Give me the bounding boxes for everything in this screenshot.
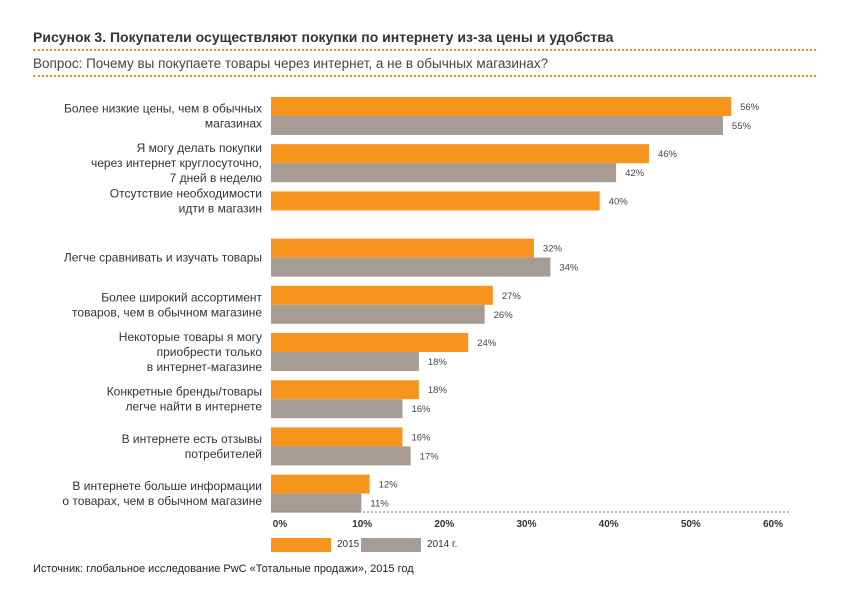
bar-2014 [271,399,403,419]
data-label: 27% [502,291,522,302]
data-label: 17% [420,451,440,462]
data-label: 56% [740,102,760,113]
data-label: 12% [379,480,399,491]
data-label: 26% [494,310,514,321]
data-label: 16% [411,404,431,415]
data-label: 18% [428,357,448,368]
title-divider [33,49,816,51]
bar-2014 [271,352,419,371]
data-label: 24% [477,338,497,349]
category-label: Некоторые товары я могу [119,330,262,344]
bar-2015 [271,285,493,305]
category-label: товаров, чем в обычном магазине [72,305,262,319]
category-label: потребителей [185,447,262,461]
bar-2015 [271,427,403,447]
bar-2014 [271,163,617,183]
source-note: Источник: глобальное исследование PwC «Т… [33,563,414,575]
category-label: о товарах, чем в обычном магазине [62,494,262,508]
data-label: 42% [625,168,645,179]
bar-2015 [271,97,732,116]
x-tick-label: 0% [273,519,288,530]
bar-2015 [271,380,419,400]
category-label: Я могу делать покупки [137,141,262,155]
x-tick-label: 30% [516,519,536,530]
bar-2015 [271,191,600,211]
bar-2015 [271,238,534,258]
legend-swatch-2015 [271,538,331,552]
data-label: 46% [658,149,678,160]
x-tick-label: 20% [434,519,454,530]
bar-2014 [271,304,485,324]
bar-2014 [271,493,362,513]
category-label: Легче сравнивать и изучать товары [64,251,262,265]
category-label: магазинах [205,117,262,131]
data-label: 40% [609,196,629,207]
category-label: Отсутствие необходимости [110,186,262,200]
bar-2015 [271,333,469,352]
x-tick-label: 50% [681,519,701,530]
category-label: в интернет-магазине [147,360,263,374]
category-label: Более низкие цены, чем в обычных [64,102,262,116]
bar-2014 [271,116,723,135]
category-label: легче найти в интернете [125,400,262,414]
data-label: 11% [370,499,389,510]
bar-2015 [271,144,649,164]
data-label: 18% [428,385,448,396]
survey-question: Вопрос: Почему вы покупаете товары через… [33,56,549,71]
category-label: идти в магазин [179,201,262,215]
x-tick-label: 60% [763,519,783,530]
category-label: Конкретные бренды/товары [107,385,262,399]
bar-2015 [271,474,370,494]
category-label: приобрести только [157,345,263,359]
question-divider [33,75,816,77]
x-tick-label: 40% [599,519,619,530]
category-label: Более широкий ассортимент [101,290,262,304]
data-label: 16% [411,432,431,443]
legend-swatch-2014 [361,538,421,552]
category-label: В интернете больше информации [72,479,262,493]
category-label: через интернет круглосуточно, [91,156,262,170]
category-label: 7 дней в неделю [170,171,262,185]
data-label: 32% [543,244,563,255]
legend-label-2014: 2014 г. [427,539,458,550]
legend-label-2015: 2015 г. [337,539,368,550]
chart-title: Рисунок 3. Покупатели осуществляют покуп… [33,29,614,45]
data-label: 34% [559,263,579,274]
x-tick-label: 10% [352,519,372,530]
bar-2014 [271,446,411,466]
bar-2014 [271,257,551,277]
category-label: В интернете есть отзывы [122,432,262,446]
data-label: 55% [732,121,752,132]
